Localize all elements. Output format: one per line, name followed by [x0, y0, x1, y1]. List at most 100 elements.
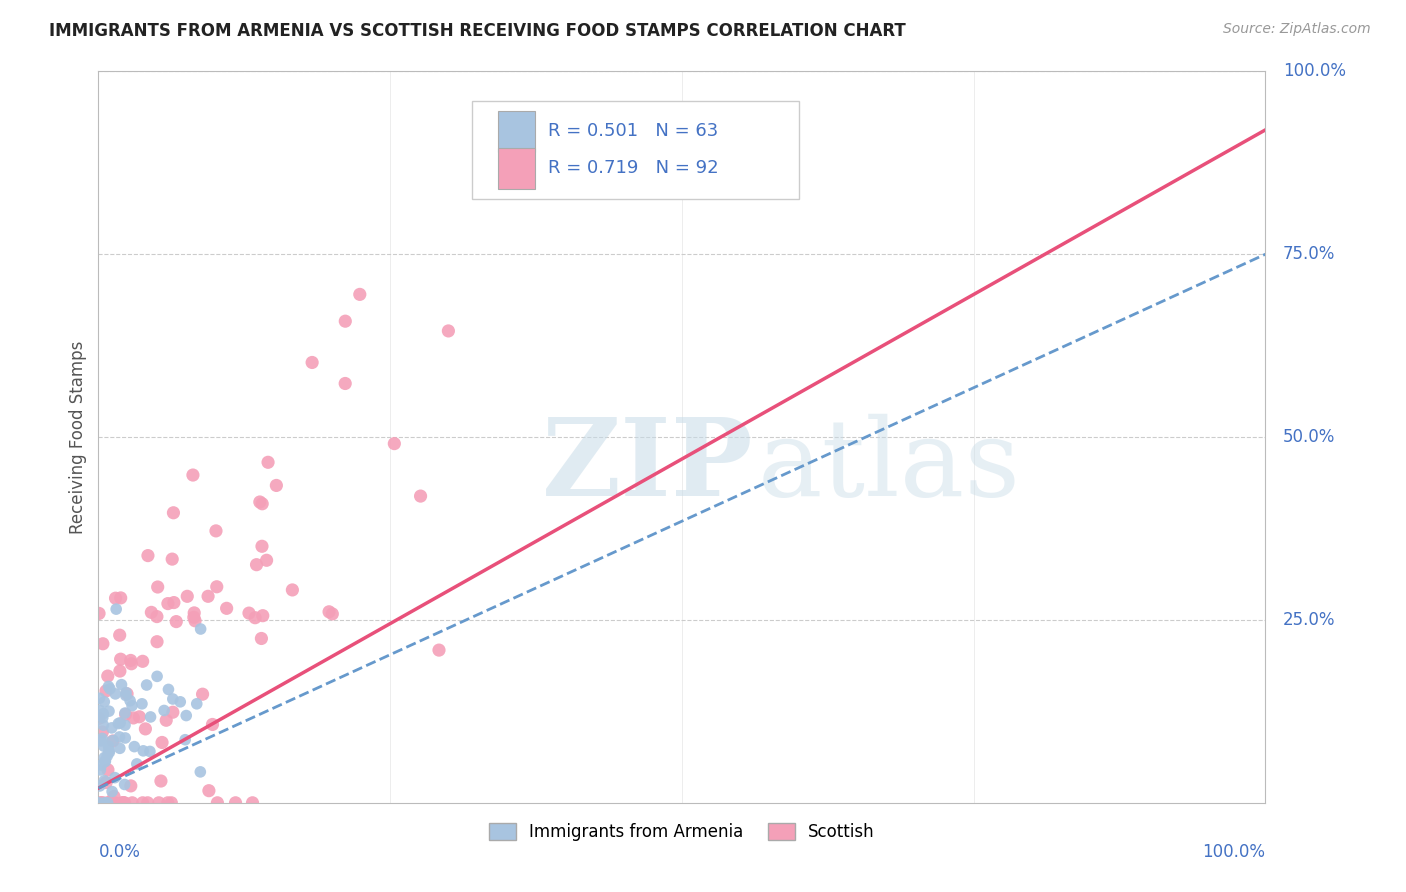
Point — [96, 749, 118, 764]
Point — [321, 607, 343, 621]
Point — [188, 764, 211, 779]
Point — [335, 314, 357, 328]
Point — [156, 796, 179, 810]
Point — [89, 763, 111, 777]
Point — [112, 796, 135, 810]
Point — [114, 777, 136, 791]
Text: Source: ZipAtlas.com: Source: ZipAtlas.com — [1223, 22, 1371, 37]
Point — [104, 591, 127, 606]
Point — [162, 705, 184, 719]
Point — [335, 376, 357, 391]
Point — [91, 796, 114, 810]
Point — [256, 553, 278, 567]
Point — [165, 615, 187, 629]
Point — [90, 734, 112, 748]
Point — [91, 725, 114, 739]
Point — [90, 758, 112, 772]
Point — [94, 684, 117, 698]
Point — [134, 722, 156, 736]
Point — [97, 763, 120, 777]
Point — [110, 591, 132, 605]
Point — [184, 614, 207, 628]
Point — [148, 796, 170, 810]
Point — [132, 744, 155, 758]
Point — [97, 669, 120, 683]
Point — [120, 653, 142, 667]
Point — [94, 754, 117, 768]
Point — [198, 783, 221, 797]
Point — [108, 741, 131, 756]
Point — [146, 609, 169, 624]
Point — [108, 664, 131, 678]
Point — [207, 796, 229, 810]
FancyBboxPatch shape — [472, 101, 799, 200]
Point — [93, 718, 115, 732]
Point — [98, 704, 121, 718]
Point — [186, 697, 208, 711]
Point — [205, 580, 228, 594]
Point — [523, 150, 546, 164]
Point — [155, 713, 177, 727]
Point — [103, 789, 125, 804]
Text: 50.0%: 50.0% — [1282, 428, 1336, 446]
Point — [97, 680, 120, 694]
Point — [98, 745, 121, 759]
Point — [108, 730, 131, 744]
Point — [124, 739, 146, 754]
Point — [156, 597, 179, 611]
Point — [104, 796, 127, 810]
Point — [136, 796, 159, 810]
Point — [93, 695, 115, 709]
Point — [114, 796, 136, 810]
Point — [90, 796, 112, 810]
Point — [139, 744, 162, 758]
Point — [162, 506, 184, 520]
Point — [249, 495, 271, 509]
Point — [205, 524, 228, 538]
Point — [318, 605, 340, 619]
Point — [169, 695, 191, 709]
Point — [250, 497, 273, 511]
Point — [120, 694, 142, 708]
Point — [91, 731, 114, 746]
Point — [215, 601, 238, 615]
Point — [100, 721, 122, 735]
Point — [157, 682, 180, 697]
Point — [266, 478, 288, 492]
Point — [114, 707, 136, 722]
Point — [98, 681, 121, 696]
Point — [409, 489, 432, 503]
Point — [174, 732, 197, 747]
Point — [89, 779, 111, 793]
Point — [160, 796, 183, 810]
Point — [176, 590, 198, 604]
Point — [153, 704, 176, 718]
Point — [201, 717, 224, 731]
Point — [114, 718, 136, 732]
Point — [250, 539, 273, 553]
Point — [131, 796, 153, 810]
Point — [105, 602, 128, 616]
Point — [250, 632, 273, 646]
Point — [190, 622, 212, 636]
Point — [101, 734, 124, 748]
Point — [110, 678, 132, 692]
Point — [93, 739, 115, 754]
Point — [97, 796, 120, 810]
Point — [93, 750, 115, 764]
Text: R = 0.719   N = 92: R = 0.719 N = 92 — [548, 160, 718, 178]
Text: ZIP: ZIP — [541, 413, 754, 519]
Text: IMMIGRANTS FROM ARMENIA VS SCOTTISH RECEIVING FOOD STAMPS CORRELATION CHART: IMMIGRANTS FROM ARMENIA VS SCOTTISH RECE… — [49, 22, 905, 40]
Point — [115, 687, 138, 701]
Point — [245, 558, 267, 572]
Point — [114, 706, 136, 720]
Point — [108, 628, 131, 642]
Point — [146, 669, 169, 683]
Point — [162, 692, 184, 706]
Point — [252, 608, 274, 623]
Point — [225, 796, 247, 810]
Point — [150, 735, 173, 749]
Point — [87, 711, 110, 725]
Point — [146, 580, 169, 594]
Point — [238, 606, 260, 620]
